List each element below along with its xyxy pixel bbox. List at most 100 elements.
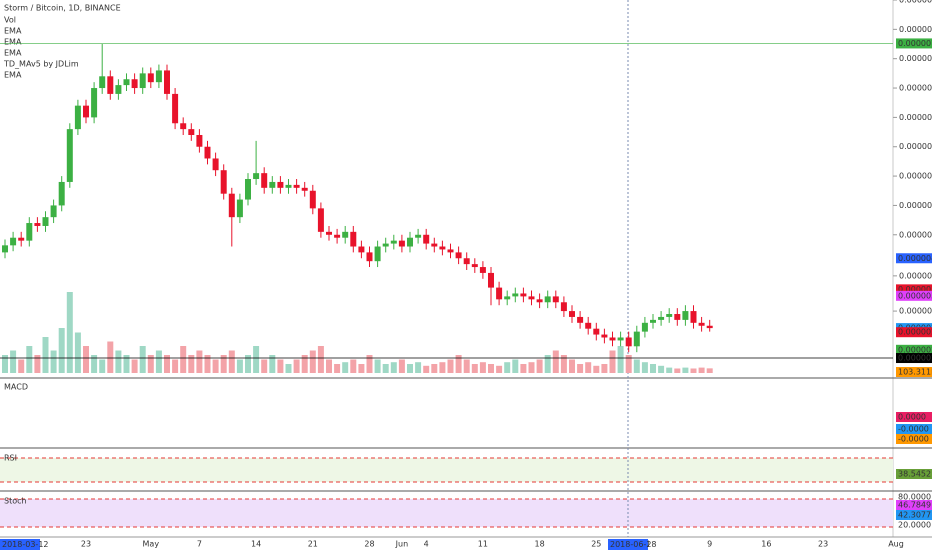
candle-body [2,245,8,253]
y-tick-label: 0.00000850 [899,0,932,5]
y-tick-label: 0.00000800 [899,25,932,34]
volume-bar [625,355,632,373]
price-tag-label: 0.00000410 [898,254,932,263]
volume-bar [698,367,705,373]
candle-body [633,331,640,347]
candle-body [479,267,486,273]
candle-body [204,146,211,159]
volume-bar [390,362,397,373]
volume-bar [423,365,430,373]
panel-tag-label: -0.0000 [898,425,929,434]
volume-bar [269,355,276,373]
candle-body [277,181,284,188]
volume-bar [147,355,154,373]
candle-body [301,187,308,191]
candle-body [666,314,673,317]
price-tag [896,284,932,295]
candle-body [593,328,600,335]
volume-bar [301,355,308,373]
volume-bar [74,332,81,373]
volume-bar [334,364,341,373]
volume-bar [180,346,187,373]
volume-bar [2,355,8,373]
panel-tag [896,520,932,530]
rsi-band [0,458,893,482]
volume-bar [431,364,438,373]
panel-label: Stoch [4,497,27,506]
panel-tag-label: 80.0000 [898,493,931,502]
candle-body [407,237,413,247]
x-tick-label: 23 [81,540,91,549]
y-tick-label: 0.00000550 [899,172,932,181]
y-tick-label: 0.00000600 [899,142,932,151]
candle-body [439,246,446,250]
candle-body [91,88,98,118]
candle-body [358,246,365,253]
x-tick-label: May [143,540,160,549]
candle-body [42,217,49,226]
candle-body [26,223,33,241]
date-tag-label: 2018-03-12 [2,540,49,549]
date-tag [0,539,40,550]
candle-body [552,296,559,303]
panel-tag-label: -0.0000 [898,435,929,444]
y-tick-label: 0.00000750 [899,54,932,63]
volume-bar [398,359,405,373]
volume-bar [479,362,486,373]
volume-bar [317,346,324,373]
volume-bar [658,365,665,373]
volume-bar [544,355,551,373]
volume-bar [26,346,33,373]
candle-body [496,287,503,300]
candle-body [309,190,316,209]
candle-body [601,334,608,338]
x-tick-label: 21 [308,540,318,549]
x-tick-label: Aug [888,540,904,549]
volume-bar [196,350,203,373]
volume-bar [245,355,251,373]
candle-body [577,316,584,323]
candle-body [585,322,592,329]
candle-body [269,181,276,188]
candle-body [245,179,251,200]
x-tick-label: 7 [197,540,202,549]
candle-body [455,252,462,259]
candle-body [350,231,357,247]
candle-body [415,234,422,238]
volume-bar [407,364,413,373]
candle-body [18,237,25,241]
volume-bar [504,362,511,373]
volume-bar [496,365,503,373]
volume-bar [609,350,616,373]
price-tag [896,38,932,49]
volume-bar [471,364,478,373]
y-tick-label: 0.00000380 [899,271,932,280]
candle-body [180,123,187,130]
panel-tag-label: 20.0000 [898,521,931,530]
candle-body [423,234,430,244]
price-tag-label: 0.00000346 [898,291,932,300]
candle-body [83,105,89,118]
price-tag [896,344,932,355]
candle-body [431,243,438,247]
candle-body [366,252,373,262]
volume-bar [617,346,624,373]
volume-bar [569,359,575,373]
candle-body [34,223,41,226]
candle-body [293,184,300,188]
price-tag [896,253,932,264]
volume-bar [115,350,122,373]
volume-bar [236,359,243,373]
candle-body [334,234,341,238]
volume-bar [358,364,365,373]
candle-body [253,173,260,180]
volume-bar [641,362,648,373]
y-tick-label: 0.00000320 [899,307,932,316]
candle-body [131,79,138,89]
panel-tag [896,492,932,502]
candle-body [698,322,705,326]
volume-bar [674,368,681,373]
price-tag [896,327,932,338]
candle-body [390,240,397,244]
